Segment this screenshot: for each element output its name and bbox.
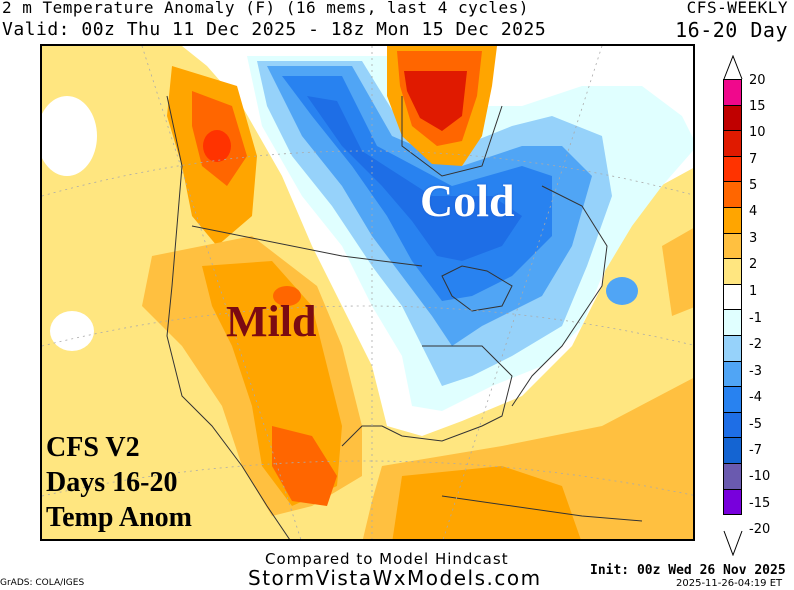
colorbar-label: -15 [749, 496, 771, 511]
colorbar-swatch [723, 232, 742, 259]
colorbar-label: 4 [749, 204, 758, 219]
colorbar-label: 15 [749, 99, 766, 114]
colorbar-label: -10 [749, 469, 771, 484]
colorbar-label: 7 [749, 152, 758, 167]
mild-annotation: Mild [226, 297, 317, 346]
colorbar-swatch [723, 206, 742, 233]
colorbar-swatch [723, 488, 742, 516]
colorbar-swatch [723, 360, 742, 387]
model-label: CFS V2 [46, 432, 140, 463]
colorbar-label: -3 [749, 364, 762, 379]
generated-timestamp: 2025-11-26-04:19 ET [676, 578, 783, 589]
colorbar-label: 2 [749, 257, 758, 272]
variable-label: Temp Anom [46, 502, 193, 533]
forecast-period: 16-20 Day [675, 18, 788, 42]
hindcast-note: Compared to Model Hindcast [265, 550, 509, 568]
colorbar-swatch [723, 258, 742, 284]
colorbar-label: -2 [749, 337, 762, 352]
colorbar-label: 1 [749, 284, 758, 299]
colorbar-swatch [723, 283, 742, 310]
colorbar [723, 79, 742, 516]
cold-annotation: Cold [420, 175, 515, 226]
colorbar-label: 10 [749, 125, 766, 140]
colorbar-top-arrow-icon [723, 55, 743, 80]
valid-period: Valid: 00z Thu 11 Dec 2025 - 18z Mon 15 … [2, 19, 547, 40]
colorbar-label: -7 [749, 443, 762, 458]
colorbar-label: -20 [749, 522, 771, 537]
colorbar-label: 5 [749, 178, 758, 193]
init-time: Init: 00z Wed 26 Nov 2025 [590, 563, 786, 578]
colorbar-label: 3 [749, 231, 758, 246]
colorbar-swatch [723, 334, 742, 361]
colorbar-swatch [723, 437, 742, 463]
colorbar-swatch [723, 130, 742, 156]
colorbar-swatch [723, 79, 742, 105]
colorbar-label: -1 [749, 311, 762, 326]
days-label: Days 16-20 [46, 467, 178, 498]
colorbar-swatch [723, 155, 742, 182]
map-title: 2 m Temperature Anomaly (F) (16 mems, la… [2, 0, 529, 17]
anomaly-map: Cold Mild CFS V2 Days 16-20 Temp Anom [40, 44, 695, 541]
colorbar-swatch [723, 181, 742, 207]
colorbar-bottom-arrow-icon [723, 530, 743, 556]
colorbar-label: -5 [749, 417, 762, 432]
grads-credit: GrADS: COLA/IGES [0, 578, 85, 588]
anomaly-field [42, 46, 693, 539]
product-name: CFS-WEEKLY [686, 0, 788, 17]
colorbar-swatch [723, 309, 742, 335]
colorbar-swatch [723, 104, 742, 131]
colorbar-swatch [723, 462, 742, 489]
colorbar-swatch [723, 386, 742, 412]
colorbar-swatch [723, 411, 742, 438]
site-watermark: StormVistaWxModels.com [248, 566, 542, 590]
colorbar-label: -4 [749, 390, 762, 405]
colorbar-label: 20 [749, 73, 766, 88]
